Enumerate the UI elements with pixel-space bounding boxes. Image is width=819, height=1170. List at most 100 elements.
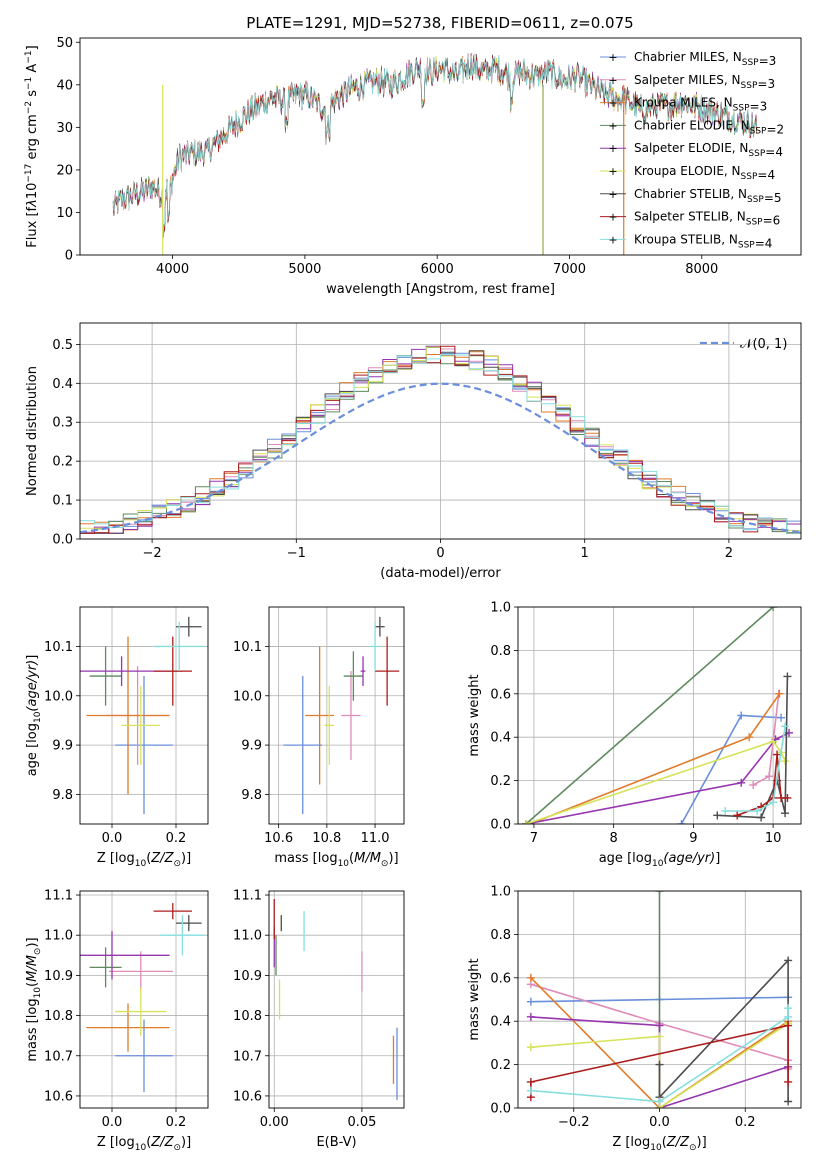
y-tick-label: 11.0 (44, 929, 73, 944)
x-tick-label: 10.8 (312, 831, 341, 846)
legend-entry: Kroupa STELIB, NSSP=4 (634, 232, 772, 250)
y-tick-label: 0.4 (490, 731, 511, 746)
errorbar-point (115, 676, 173, 815)
x-axis-label: Z [log10(Z/Z⊙)] (612, 1135, 706, 1153)
y-tick-label: 0.2 (490, 1058, 511, 1073)
errorbar-point (86, 636, 170, 795)
weight-marker (753, 806, 762, 815)
weight-marker (713, 811, 722, 820)
legend-marker: + (608, 233, 617, 246)
weight-marker (655, 1060, 664, 1069)
y-axis-label: mass weight (467, 674, 482, 756)
weight-marker (777, 713, 786, 722)
y-tick-label: 0.0 (490, 818, 511, 833)
weight-marker (783, 793, 792, 802)
errorbar-point (324, 685, 335, 765)
weight-marker (781, 757, 790, 766)
y-tick-label: 0.8 (490, 644, 511, 659)
y-tick-label: 0.0 (52, 533, 73, 548)
x-tick-label: 7 (530, 831, 538, 846)
y-tick-label: 10.0 (233, 689, 262, 704)
panel-age-vs-mass: 10.6 10.8 11.0 9.8 9.9 10.0 10.1 mass [log10(M/… (233, 606, 405, 869)
y-tick-label: 9.9 (241, 739, 262, 754)
weight-marker (781, 722, 790, 731)
y-tick-label: 10.1 (44, 640, 73, 655)
weight-line (525, 740, 786, 824)
errorbar-point (283, 676, 323, 815)
x-tick-label: 8 (610, 831, 618, 846)
errorbar-point (343, 651, 364, 701)
errorbar-point (370, 621, 380, 672)
weight-marker (677, 820, 686, 824)
y-tick-label: 10.9 (44, 969, 73, 984)
spectrum-line (112, 54, 758, 236)
y-tick-label: 30 (56, 121, 73, 136)
weight-marker (757, 813, 766, 822)
errorbar-point (115, 1019, 173, 1092)
histogram-step (80, 354, 801, 534)
errorbar-point (153, 636, 192, 706)
weight-marker (526, 1043, 535, 1052)
y-tick-label: 10.7 (44, 1049, 73, 1064)
plot-area-mass-weight-vs-age (521, 607, 794, 824)
y-tick-label: 10.8 (44, 1009, 73, 1024)
legend-marker: + (608, 97, 617, 110)
y-tick-label: 10.9 (233, 969, 262, 984)
x-tick-label: 5000 (288, 262, 321, 277)
errorbar-point (108, 951, 173, 992)
legend-marker: + (608, 74, 617, 87)
weight-marker (655, 1032, 664, 1041)
weight-marker (526, 1077, 535, 1086)
errorbar-point (89, 947, 122, 988)
weight-line (525, 607, 774, 824)
weight-marker (737, 711, 746, 720)
x-axis-label: Z [log10(Z/Z⊙)] (97, 1135, 191, 1153)
weight-marker (775, 689, 784, 698)
weight-marker (526, 973, 535, 982)
weight-marker (783, 672, 792, 681)
x-tick-label: 11.0 (361, 831, 390, 846)
y-tick-label: 20 (56, 163, 73, 178)
weight-line (525, 732, 790, 824)
y-tick-label: 0.4 (490, 1015, 511, 1030)
plot-area-mass-weight-vs-Z (526, 891, 793, 1108)
y-tick-label: 11.1 (233, 889, 262, 904)
legend-entry: Salpeter ELODIE, NSSP=4 (634, 141, 783, 159)
axes-frame (79, 606, 209, 825)
y-tick-label: 0.2 (52, 455, 73, 470)
plot-area-age-vs-mass (283, 616, 400, 815)
legend-entry: Chabrier STELIB, NSSP=5 (634, 187, 782, 205)
plot-area-residuals (80, 345, 801, 534)
plot-area-age-vs-Z (80, 616, 205, 815)
axes-frame (79, 37, 802, 256)
weight-marker (784, 1012, 793, 1021)
y-axis-label: mass weight (467, 958, 482, 1040)
y-tick-label: 0.2 (490, 774, 511, 789)
y-tick-label: 0.5 (52, 338, 73, 353)
weight-marker (769, 737, 778, 746)
y-axis-label: age [log10(age/yr)] (25, 655, 43, 777)
errorbar-point (89, 646, 122, 706)
x-axis-label: mass [log10(M/M⊙)] (274, 851, 398, 869)
x-axis-label: E(B-V) (316, 1135, 356, 1150)
x-tick-label: 0.2 (166, 831, 187, 846)
x-tick-label: −2 (143, 546, 162, 561)
weight-marker (721, 806, 730, 815)
x-tick-label: −0.2 (558, 1115, 590, 1130)
x-tick-label: 10.6 (264, 831, 293, 846)
x-axis-label: (data-model)/error (380, 566, 501, 581)
axes-frame (268, 890, 405, 1109)
panel-mass-weight-vs-Z: −0.2 0.0 0.2 0.0 0.2 0.4 0.6 0.8 1.0 Z [log10(Z/Z… (467, 885, 802, 1153)
y-tick-label: 0.3 (52, 416, 73, 431)
weight-line (725, 726, 786, 812)
y-tick-label: 10.6 (233, 1089, 262, 1104)
y-tick-label: 10.8 (233, 1009, 262, 1024)
x-axis-label: age [log10(age/yr)] (599, 851, 721, 869)
weight-marker (769, 607, 778, 611)
weight-marker (745, 733, 754, 742)
errorbar-point (176, 616, 202, 637)
axes-frame (79, 890, 209, 1109)
x-tick-label: −1 (287, 546, 306, 561)
panel-residuals: −2 −1 0 1 2 0.0 0.1 0.2 0.3 0.4 0.5 (data-model)/er… (25, 322, 802, 581)
axes-frame (517, 606, 802, 825)
